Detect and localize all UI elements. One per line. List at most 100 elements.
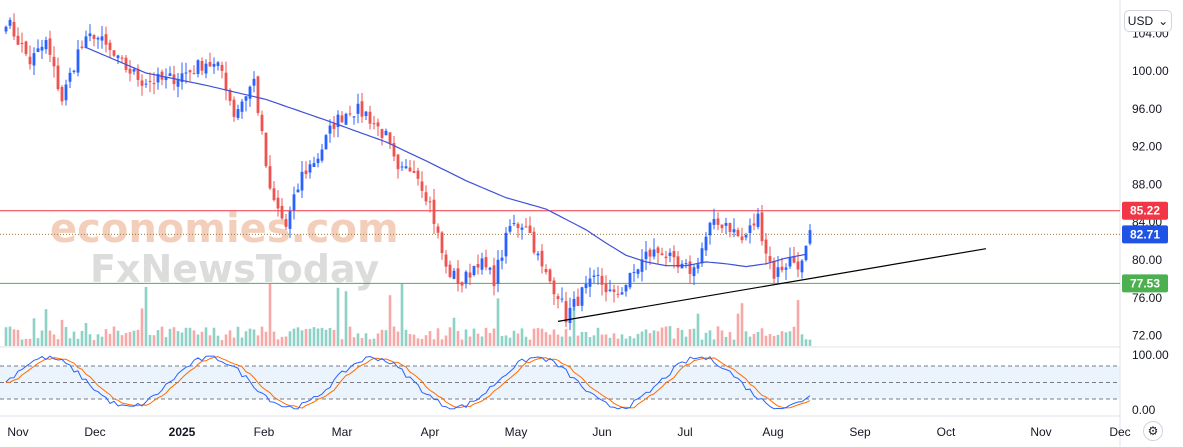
currency-selector[interactable]: USD ⌄ bbox=[1124, 10, 1172, 32]
volume-bar bbox=[692, 328, 696, 346]
volume-bar bbox=[512, 330, 516, 346]
candle-body bbox=[328, 125, 332, 134]
chevron-down-icon: ⌄ bbox=[1158, 14, 1169, 28]
volume-bar bbox=[564, 329, 568, 346]
candle-body bbox=[564, 301, 568, 323]
volume-bar bbox=[288, 331, 292, 346]
volume-bar bbox=[644, 329, 648, 346]
volume-bar bbox=[376, 333, 380, 346]
stoch-tick-label: 0.00 bbox=[1132, 403, 1156, 417]
volume-bar bbox=[140, 308, 144, 346]
candle-body bbox=[792, 256, 796, 263]
volume-bar bbox=[128, 332, 132, 346]
volume-bar bbox=[252, 329, 256, 346]
candle-body bbox=[536, 253, 540, 256]
candle-body bbox=[288, 211, 292, 229]
candle-body bbox=[604, 283, 608, 293]
candle-body bbox=[96, 37, 100, 40]
price-tag-support bbox=[1122, 274, 1168, 293]
volume-bar bbox=[460, 339, 464, 346]
volume-bar bbox=[696, 313, 700, 346]
volume-bar bbox=[492, 328, 496, 346]
candle-body bbox=[184, 72, 188, 74]
candle-body bbox=[212, 63, 216, 67]
price-axis: 104.00100.0096.0092.0088.0084.0080.0076.… bbox=[1122, 26, 1169, 417]
candle-body bbox=[480, 258, 484, 270]
candle-body bbox=[500, 257, 504, 261]
candle-body bbox=[528, 225, 532, 234]
volume-bar bbox=[136, 329, 140, 346]
candle-body bbox=[140, 80, 144, 86]
candle-body bbox=[556, 296, 560, 299]
volume-bar bbox=[116, 330, 120, 346]
candle-body bbox=[488, 267, 492, 270]
volume-bar bbox=[784, 332, 788, 346]
volume-bar bbox=[160, 326, 164, 346]
candle-body bbox=[704, 236, 708, 251]
candle-body bbox=[152, 83, 156, 85]
candle-body bbox=[224, 72, 228, 91]
candle-body bbox=[452, 270, 456, 279]
gear-icon[interactable]: ⚙ bbox=[1143, 421, 1163, 441]
candle-body bbox=[684, 263, 688, 265]
candle-body bbox=[32, 53, 36, 66]
volume-bar bbox=[620, 334, 624, 346]
volume-bar bbox=[236, 326, 240, 346]
volume-bar bbox=[88, 334, 92, 346]
volume-bar bbox=[400, 284, 404, 346]
trendline bbox=[557, 248, 987, 322]
time-tick-label: Dec bbox=[84, 425, 105, 439]
volume-bar bbox=[76, 338, 80, 346]
volume-bar bbox=[756, 332, 760, 346]
candle-body bbox=[220, 64, 224, 71]
candle-body bbox=[388, 132, 392, 145]
volume-bar bbox=[724, 336, 728, 346]
candle-body bbox=[632, 272, 636, 274]
volume-bar bbox=[788, 331, 792, 346]
watermark-fxnewstoday: FxNewsToday bbox=[90, 247, 379, 291]
candle-body bbox=[404, 166, 408, 169]
volume-bar bbox=[556, 334, 560, 346]
candle-body bbox=[412, 170, 416, 173]
candle-body bbox=[772, 261, 776, 279]
volume-bar bbox=[12, 329, 16, 346]
candles bbox=[4, 13, 812, 331]
volume-bar bbox=[84, 322, 88, 346]
candle-body bbox=[640, 259, 644, 272]
candle-body bbox=[56, 65, 60, 90]
candle-body bbox=[752, 223, 756, 226]
candle-body bbox=[28, 56, 32, 65]
volume-bar bbox=[196, 334, 200, 346]
volume-bar bbox=[480, 336, 484, 346]
volume-bar bbox=[200, 331, 204, 346]
volume-bar bbox=[16, 329, 20, 346]
candle-body bbox=[164, 77, 168, 81]
candle-body bbox=[732, 229, 736, 233]
price-tick-label: 100.00 bbox=[1132, 64, 1169, 78]
volume-bar bbox=[488, 333, 492, 346]
candle-body bbox=[176, 79, 180, 87]
volume-bar bbox=[764, 335, 768, 346]
price-tick-label: 80.00 bbox=[1132, 253, 1162, 267]
volume-bar bbox=[660, 327, 664, 346]
volume-bar bbox=[364, 333, 368, 346]
candle-body bbox=[8, 19, 12, 26]
time-tick-label: Aug bbox=[762, 425, 783, 439]
support-trendline[interactable] bbox=[557, 248, 987, 322]
candle-body bbox=[804, 245, 808, 261]
candle-body bbox=[312, 163, 316, 167]
volume-bar bbox=[744, 331, 748, 346]
candle-body bbox=[664, 256, 668, 259]
volume-bar bbox=[132, 330, 136, 346]
candle-body bbox=[580, 287, 584, 306]
volume-bar bbox=[176, 331, 180, 346]
volume-bar bbox=[740, 303, 744, 346]
volume-bar bbox=[776, 334, 780, 346]
volume-bar bbox=[296, 327, 300, 346]
candle-body bbox=[284, 219, 288, 227]
candle-body bbox=[420, 181, 424, 191]
volume-bar bbox=[656, 331, 660, 346]
volume-bar bbox=[500, 336, 504, 346]
volume-bar bbox=[608, 337, 612, 346]
